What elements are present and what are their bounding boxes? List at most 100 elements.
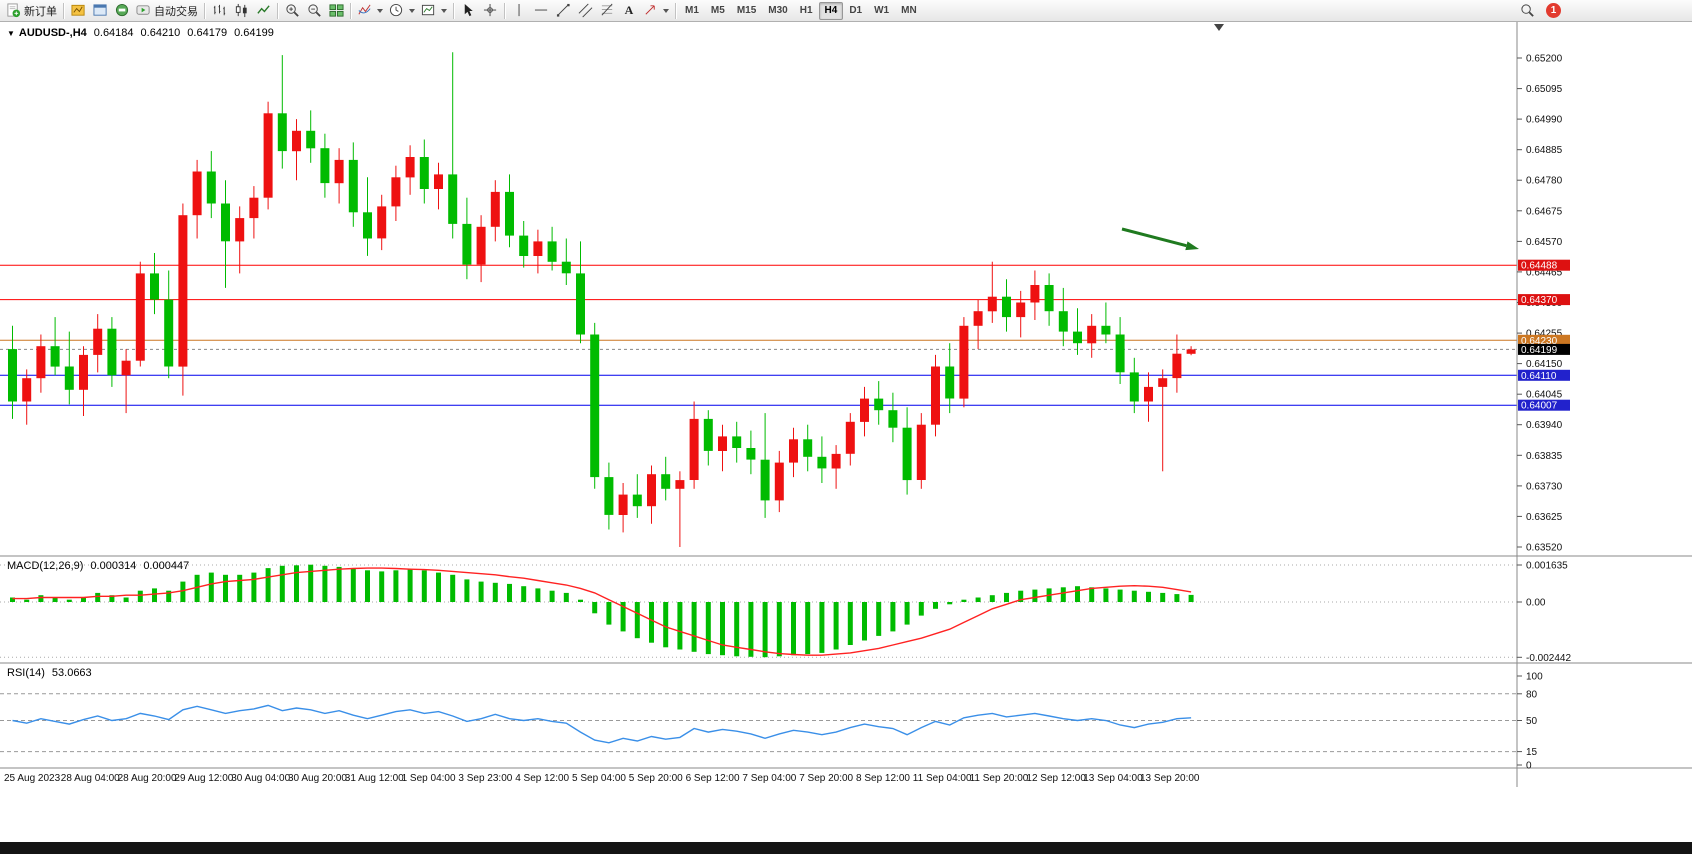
charts-button[interactable] — [67, 1, 89, 21]
periods-button[interactable] — [386, 1, 418, 21]
svg-text:29 Aug 12:00: 29 Aug 12:00 — [174, 773, 233, 784]
svg-text:-0.002442: -0.002442 — [1526, 653, 1571, 664]
zoom-in-button[interactable] — [281, 1, 303, 21]
indicators-button[interactable] — [354, 1, 386, 21]
svg-text:0.64570: 0.64570 — [1526, 237, 1563, 248]
svg-text:13 Sep 20:00: 13 Sep 20:00 — [1140, 773, 1200, 784]
ohlc-open: 0.64184 — [93, 27, 134, 39]
candlestick-chart-button[interactable] — [230, 1, 252, 21]
tile-windows-icon — [328, 4, 344, 17]
svg-text:0: 0 — [1526, 761, 1532, 772]
svg-text:0.64465: 0.64465 — [1526, 267, 1563, 278]
svg-text:0.64110: 0.64110 — [1521, 371, 1557, 382]
svg-text:80: 80 — [1526, 689, 1538, 700]
toolbar-separator — [504, 2, 505, 19]
rsi-name: RSI(14) — [7, 667, 45, 679]
timeframe-m15-button[interactable]: M15 — [731, 2, 762, 20]
arrows-tool-button[interactable] — [640, 1, 672, 21]
svg-text:5 Sep 04:00: 5 Sep 04:00 — [572, 773, 626, 784]
svg-text:28 Aug 04:00: 28 Aug 04:00 — [61, 773, 120, 784]
timeframe-m30-button[interactable]: M30 — [762, 2, 793, 20]
charts-icon — [70, 4, 85, 16]
text-tool-button[interactable]: A — [618, 1, 640, 21]
ohlc-high: 0.64210 — [140, 27, 181, 39]
toolbar: 新订单 自动交易 — [0, 0, 1692, 22]
text-tool-icon: A — [624, 3, 634, 17]
timeframe-d1-button[interactable]: D1 — [843, 2, 868, 20]
zoom-out-button[interactable] — [303, 1, 325, 21]
line-chart-icon — [256, 5, 270, 14]
svg-text:0.64675: 0.64675 — [1526, 206, 1563, 217]
toolbar-separator — [277, 2, 278, 19]
svg-text:11 Sep 20:00: 11 Sep 20:00 — [970, 773, 1029, 784]
svg-text:0.64885: 0.64885 — [1526, 145, 1563, 156]
toolbar-right-group: 1 — [1516, 1, 1561, 21]
vertical-line-tool-button[interactable] — [508, 1, 530, 21]
new-order-button[interactable]: 新订单 — [3, 1, 60, 21]
timeframe-m5-button[interactable]: M5 — [705, 2, 731, 20]
bar-chart-button[interactable] — [208, 1, 230, 21]
macd-indicator-label: MACD(12,26,9) 0.000314 0.000447 — [7, 560, 189, 572]
fibonacci-tool-button[interactable] — [596, 1, 618, 21]
zoom-in-icon — [285, 4, 299, 17]
candlestick-chart-icon — [235, 3, 247, 18]
timeframe-m1-button[interactable]: M1 — [679, 2, 705, 20]
svg-text:5 Sep 20:00: 5 Sep 20:00 — [629, 773, 683, 784]
terminal-icon — [115, 3, 128, 17]
crosshair-button[interactable] — [479, 1, 501, 21]
svg-text:0.65200: 0.65200 — [1526, 54, 1563, 65]
cursor-button[interactable] — [457, 1, 479, 21]
svg-text:28 Aug 20:00: 28 Aug 20:00 — [118, 773, 177, 784]
toolbar-separator — [204, 2, 205, 19]
svg-text:11 Sep 04:00: 11 Sep 04:00 — [913, 773, 972, 784]
svg-text:0.65095: 0.65095 — [1526, 84, 1563, 95]
svg-text:12 Sep 12:00: 12 Sep 12:00 — [1026, 773, 1086, 784]
cursor-icon — [464, 3, 473, 17]
svg-text:0.63835: 0.63835 — [1526, 451, 1563, 462]
svg-text:3 Sep 23:00: 3 Sep 23:00 — [458, 773, 512, 784]
svg-text:15: 15 — [1526, 747, 1538, 758]
svg-text:0.001635: 0.001635 — [1526, 561, 1568, 572]
notifications-badge[interactable]: 1 — [1546, 3, 1561, 18]
market-watch-button[interactable] — [89, 1, 111, 21]
horizontal-line-tool-button[interactable] — [530, 1, 552, 21]
templates-button[interactable] — [418, 1, 450, 21]
dropdown-caret — [409, 8, 415, 13]
crosshair-icon — [483, 3, 496, 17]
terminal-button[interactable] — [111, 1, 133, 21]
arrows-icon — [645, 5, 655, 15]
toolbar-separator — [453, 2, 454, 19]
dropdown-caret — [663, 8, 669, 13]
svg-text:30 Aug 04:00: 30 Aug 04:00 — [231, 773, 290, 784]
indicators-icon — [358, 4, 371, 15]
status-bar — [0, 842, 1692, 854]
timeframe-mn-button[interactable]: MN — [895, 2, 923, 20]
zoom-out-icon — [307, 4, 321, 17]
svg-text:0.63730: 0.63730 — [1526, 481, 1563, 492]
svg-text:25 Aug 2023: 25 Aug 2023 — [4, 773, 61, 784]
timeframe-h1-button[interactable]: H1 — [794, 2, 819, 20]
svg-text:50: 50 — [1526, 716, 1538, 727]
channel-tool-button[interactable] — [574, 1, 596, 21]
tile-windows-button[interactable] — [325, 1, 347, 21]
rsi-value: 53.0663 — [51, 667, 92, 679]
search-button[interactable] — [1516, 1, 1538, 21]
market-watch-icon — [92, 4, 107, 16]
trendline-tool-button[interactable] — [552, 1, 574, 21]
svg-text:0.00: 0.00 — [1526, 598, 1546, 609]
auto-trading-button[interactable]: 自动交易 — [133, 1, 201, 21]
periods-clock-icon — [389, 3, 403, 17]
svg-text:0.63625: 0.63625 — [1526, 512, 1563, 523]
chart-title: ▼ AUDUSD-,H4 0.64184 0.64210 0.64179 0.64199 — [7, 27, 274, 39]
dropdown-caret — [377, 8, 383, 13]
chart-menu-icon[interactable]: ▼ — [7, 29, 15, 38]
svg-text:0.64150: 0.64150 — [1526, 359, 1563, 370]
timeframe-h4-button[interactable]: H4 — [818, 1, 844, 20]
fibonacci-retracement-icon — [601, 3, 613, 16]
macd-signal-value: 0.000447 — [143, 560, 190, 572]
timeframe-w1-button[interactable]: W1 — [868, 2, 895, 20]
svg-text:8 Sep 12:00: 8 Sep 12:00 — [856, 773, 910, 784]
line-chart-button[interactable] — [252, 1, 274, 21]
svg-text:31 Aug 12:00: 31 Aug 12:00 — [345, 773, 404, 784]
